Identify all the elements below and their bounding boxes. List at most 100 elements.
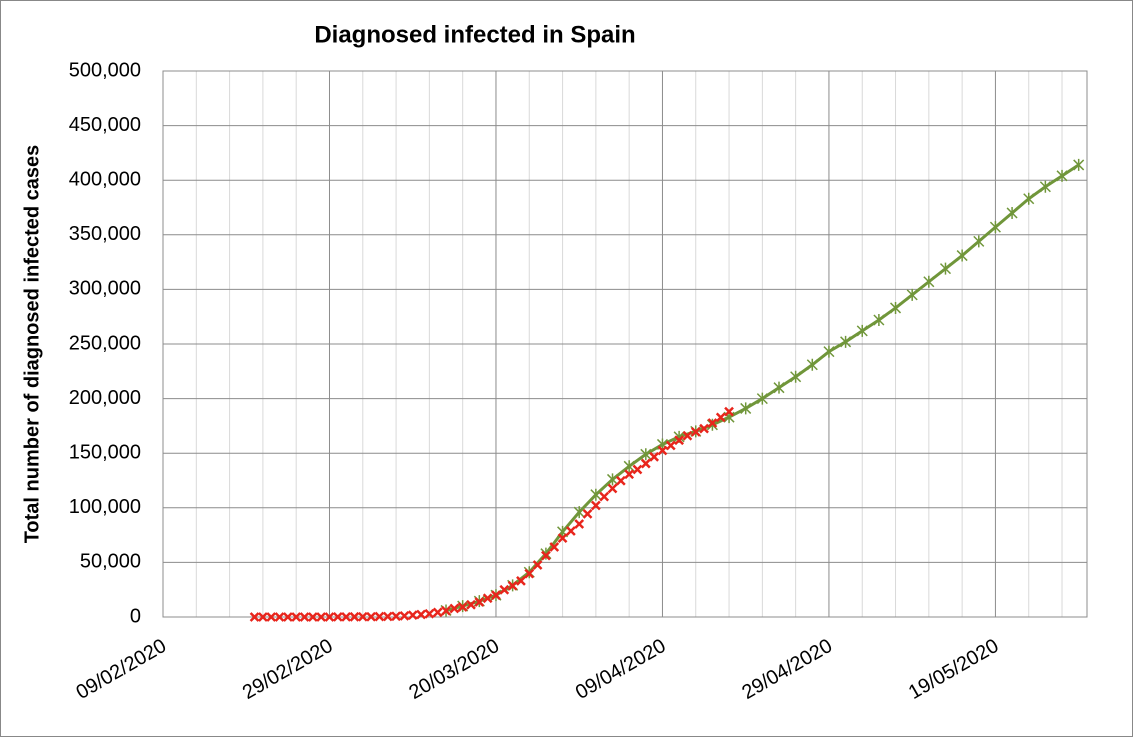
data-point [973,235,985,248]
data-point [574,519,585,529]
data-point [1073,158,1085,171]
data-point [399,610,410,621]
data-point [474,597,485,607]
y-tick-label: 300,000 [69,278,141,300]
data-point [499,584,510,595]
data-point [299,612,310,622]
data-point [524,568,535,579]
data-point [773,381,785,394]
y-tick-label: 50,000 [80,551,141,573]
data-point [491,590,501,601]
data-point [516,575,526,586]
data-point [457,602,468,612]
data-point [890,301,902,314]
data-point [956,249,968,262]
data-point [482,593,493,604]
chart-title: Diagnosed infected in Spain [314,21,635,48]
data-point [682,430,693,441]
data-point [590,488,602,501]
data-point [756,392,768,405]
data-point [407,610,418,621]
data-point [640,448,652,461]
data-point [549,542,560,552]
y-tick-label: 400,000 [69,168,141,190]
data-point [674,435,684,446]
data-point [357,611,368,622]
y-tick-label: 100,000 [69,496,141,518]
data-point [724,406,734,417]
data-point [790,370,802,383]
data-point [690,427,701,437]
data-point [1039,180,1051,193]
data-point [366,611,376,622]
data-point [657,445,668,456]
data-point [1056,169,1068,182]
data-point [274,612,285,622]
data-point [582,509,593,519]
y-tick-label: 250,000 [69,332,141,354]
data-point [1006,206,1018,219]
data-point [939,262,952,275]
data-point [873,313,885,326]
data-point [906,288,918,301]
data-point [341,611,352,622]
data-point [532,560,543,570]
data-point [1023,192,1035,205]
data-point [640,458,651,469]
data-point [599,491,610,502]
data-point [665,440,676,451]
data-point [282,612,293,622]
data-point [699,423,709,434]
data-point [424,608,435,619]
y-tick-label: 150,000 [69,441,141,463]
data-point [316,612,327,622]
y-tick-label: 200,000 [69,387,141,409]
data-point [540,547,552,560]
y-tick-label: 500,000 [69,59,141,81]
data-point [382,611,393,622]
data-point [391,611,401,622]
data-point [507,580,518,591]
series [440,158,1085,617]
data-point [706,418,718,431]
data-point [607,483,618,494]
data-point [566,526,576,536]
data-point [557,533,568,543]
data-point [374,611,385,622]
data-point [923,275,935,288]
data-point [707,418,718,428]
data-point [324,612,335,622]
data-point [823,345,835,358]
series [249,406,734,622]
data-point [590,500,601,511]
data-point [466,599,476,610]
data-point [606,473,619,486]
data-point [349,611,360,622]
data-point [449,603,460,614]
data-point [989,221,1001,234]
data-point [740,402,752,415]
y-tick-label: 450,000 [69,114,141,136]
data-point [541,550,551,561]
data-point [258,612,268,622]
data-point [573,506,585,519]
data-point [266,612,277,622]
data-point [307,612,318,622]
y-axis-label: Total number of diagnosed infected cases [21,145,43,544]
data-point [249,612,260,622]
y-tick-label: 350,000 [69,223,141,245]
data-point [624,469,635,480]
data-point [806,358,818,371]
plot-border [162,70,1088,618]
data-point [432,607,443,618]
data-point [840,335,852,348]
data-point [615,475,626,486]
data-point [856,324,868,337]
data-point [332,612,343,622]
data-point [632,464,643,475]
data-point [441,605,451,616]
data-point [416,609,426,620]
data-point [291,612,302,622]
